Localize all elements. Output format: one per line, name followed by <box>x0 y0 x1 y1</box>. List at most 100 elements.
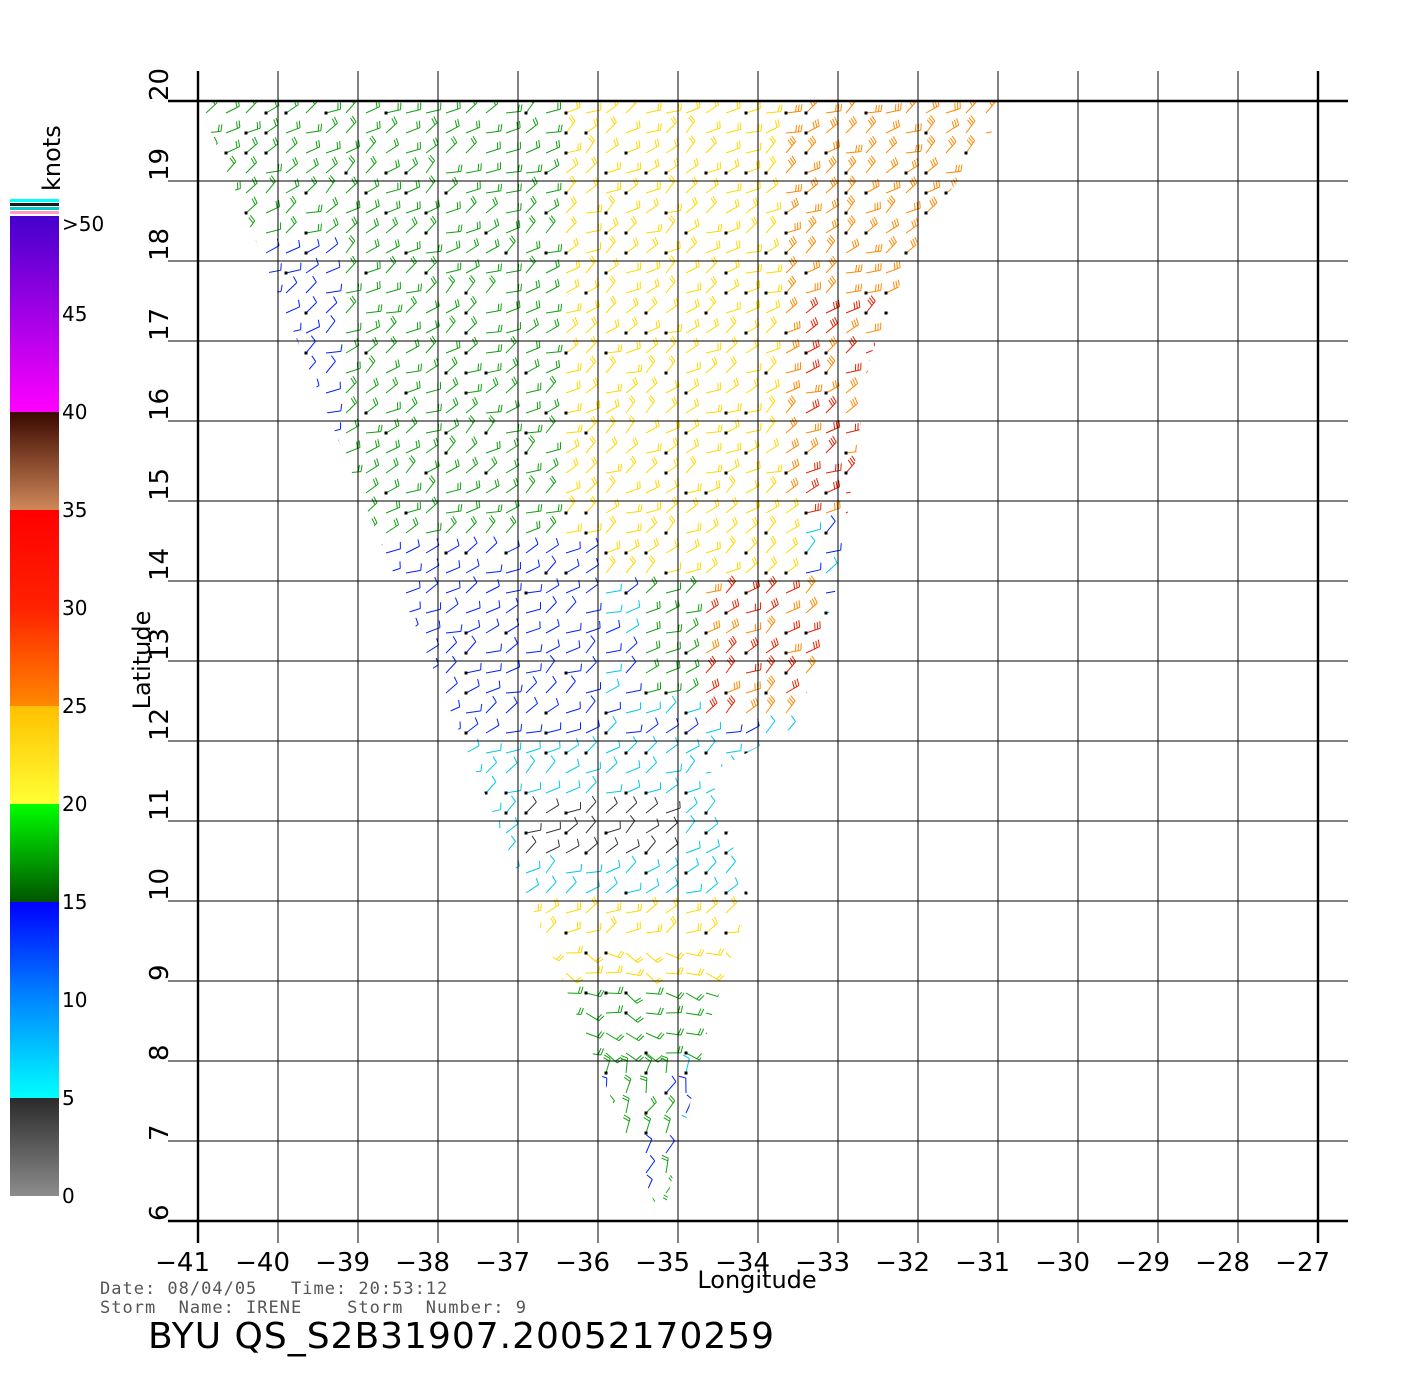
wind-barb <box>705 442 722 454</box>
rain-flag <box>864 451 868 455</box>
wind-barb <box>425 1054 435 1074</box>
wind-barb <box>705 404 723 414</box>
wind-barb <box>585 795 597 814</box>
wind-barb <box>525 475 536 494</box>
wind-barb <box>885 260 901 274</box>
wind-barb <box>857 1176 867 1194</box>
wind-barb <box>565 362 582 374</box>
rain-flag <box>944 791 948 795</box>
rain-flag <box>564 751 568 755</box>
wind-barb <box>885 136 898 154</box>
wind-barb <box>225 756 238 774</box>
wind-barb <box>265 737 280 754</box>
wind-barb <box>425 638 440 654</box>
x-tick-label: −41 <box>155 1248 210 1278</box>
wind-barb <box>365 969 385 977</box>
wind-barb <box>625 376 639 394</box>
wind-barb <box>345 1009 365 1019</box>
wind-barb <box>385 1135 396 1154</box>
wind-barb <box>462 1094 470 1114</box>
wind-barb <box>578 1115 587 1134</box>
wind-barb <box>325 835 337 854</box>
rain-flag <box>504 551 508 555</box>
wind-barb <box>385 635 396 654</box>
wind-barb <box>785 817 799 834</box>
wind-barb <box>943 1054 951 1074</box>
wind-barb <box>265 537 279 554</box>
wind-barb <box>945 1048 965 1056</box>
wind-barb <box>885 218 900 234</box>
wind-barb <box>825 715 836 734</box>
rain-flag <box>664 691 668 695</box>
wind-barb <box>965 523 982 534</box>
wind-barb <box>505 399 520 414</box>
y-tick-label: 7 <box>145 1124 175 1141</box>
wind-barb <box>325 780 341 794</box>
wind-barb <box>425 423 442 434</box>
rain-flag <box>784 251 788 255</box>
rain-flag <box>724 611 728 615</box>
wind-barb <box>885 1032 903 1044</box>
wind-barb <box>725 301 741 314</box>
wind-barb <box>265 284 283 294</box>
wind-barb <box>805 985 823 994</box>
wind-barb <box>205 162 221 174</box>
wind-barb <box>885 1055 896 1074</box>
wind-barb <box>605 619 621 634</box>
wind-barb <box>665 396 678 414</box>
wind-barb <box>945 1012 964 1024</box>
wind-barb <box>685 522 702 534</box>
wind-barb <box>919 1135 927 1154</box>
map-grid <box>168 71 1348 1243</box>
wind-barb <box>325 619 340 634</box>
rain-flag <box>924 1131 928 1135</box>
wind-barb <box>945 970 965 978</box>
wind-barb <box>725 140 741 154</box>
wind-barb <box>765 1010 785 1018</box>
wind-barb <box>345 695 356 714</box>
wind-barb <box>325 965 344 974</box>
wind-barb <box>665 175 676 194</box>
rain-flag <box>344 851 348 855</box>
wind-barb <box>400 1075 408 1094</box>
wind-barb <box>345 947 364 955</box>
wind-barb <box>745 264 763 274</box>
wind-barb <box>365 304 383 314</box>
wind-barb <box>921 1174 929 1194</box>
wind-barb <box>605 415 616 434</box>
wind-barb <box>885 356 898 374</box>
rain-flag <box>824 371 828 375</box>
wind-barb <box>785 620 801 634</box>
wind-barb <box>685 781 701 794</box>
wind-barb <box>885 399 901 414</box>
rain-flag <box>364 791 368 795</box>
wind-barb <box>745 1134 754 1154</box>
wind-barb <box>885 717 899 734</box>
wind-barb <box>705 464 723 474</box>
wind-barb <box>405 680 421 694</box>
wind-barb <box>845 624 863 634</box>
y-tick-label: 19 <box>145 148 175 181</box>
rain-flag <box>444 951 448 955</box>
wind-barb <box>825 543 842 554</box>
wind-barb <box>345 1027 364 1035</box>
wind-barb <box>205 344 223 354</box>
wind-barb <box>265 163 283 174</box>
wind-barb <box>605 950 625 959</box>
wind-barb <box>605 678 620 694</box>
wind-barb <box>245 1115 256 1134</box>
wind-barb <box>745 244 763 254</box>
wind-barb <box>885 992 904 1003</box>
wind-barb <box>485 456 498 474</box>
wind-barb <box>785 518 800 534</box>
wind-barb <box>345 524 363 534</box>
wind-barb <box>739 1155 747 1174</box>
rain-flag <box>564 511 568 515</box>
wind-barb <box>565 595 577 614</box>
wind-barb <box>685 857 700 874</box>
wind-barb <box>665 103 682 114</box>
wind-barb <box>305 681 321 694</box>
wind-barb <box>285 262 302 274</box>
wind-barb <box>885 576 898 594</box>
wind-barb <box>865 201 881 214</box>
